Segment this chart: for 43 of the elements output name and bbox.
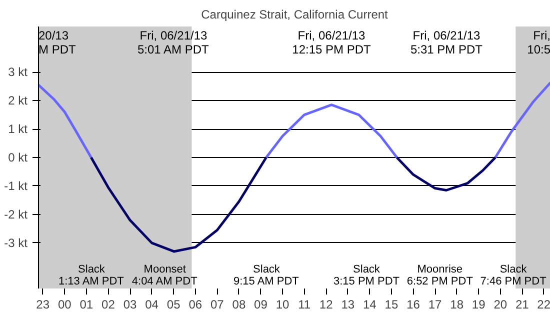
x-tick-label: 16 xyxy=(406,298,420,312)
x-tick-label: 02 xyxy=(102,298,116,312)
x-tick-label: 09 xyxy=(254,298,268,312)
annotation: Moonrise 6:52 PM PDT xyxy=(406,264,474,288)
x-tick-label: 06 xyxy=(188,298,202,312)
y-tick-label: 1 kt xyxy=(8,122,28,136)
y-tick-label: 0 kt xyxy=(8,150,28,164)
x-tick-label: 08 xyxy=(232,298,246,312)
annotation: Moonset 4:04 AM PDT xyxy=(132,264,198,288)
annotation: Slack 1:13 AM PDT xyxy=(58,264,124,288)
annotation: Fri, 06/21/13 5:31 PM PDT xyxy=(410,28,484,56)
x-tick-label: 00 xyxy=(58,298,72,312)
y-tick-label: -1 kt xyxy=(4,178,28,193)
annotation: Fri, 10:5 xyxy=(527,28,550,56)
x-tick-label: 01 xyxy=(80,298,94,312)
x-tick-label: 19 xyxy=(472,298,486,312)
x-tick-label: 14 xyxy=(362,298,377,312)
x-tick-label: 05 xyxy=(166,298,181,312)
x-tick-label: 13 xyxy=(341,298,355,312)
y-tick-label: -3 kt xyxy=(4,236,28,250)
x-tick-label: 03 xyxy=(123,298,138,312)
annotation: Slack 3:15 PM PDT xyxy=(333,264,400,288)
x-tick-label: 18 xyxy=(450,298,464,312)
x-tick-label: 17 xyxy=(428,298,442,312)
x-tick-label: 20 xyxy=(494,298,508,312)
annotation: 20/13 M PDT xyxy=(38,28,76,56)
x-tick-label: 12 xyxy=(319,298,334,312)
annotation: Fri, 06/21/13 5:01 AM PDT xyxy=(137,28,210,56)
x-tick-label: 23 xyxy=(36,298,50,312)
annotation: Slack 9:15 AM PDT xyxy=(233,264,300,288)
x-tick-label: 22 xyxy=(537,298,550,312)
y-tick-label: 3 kt xyxy=(8,65,28,80)
x-tick-label: 07 xyxy=(210,298,224,312)
x-tick-label: 21 xyxy=(516,298,530,312)
x-tick-label: 04 xyxy=(145,298,159,312)
y-tick-label: 2 kt xyxy=(8,94,28,108)
chart-title: Carquinez Strait, California Current xyxy=(201,8,389,22)
annotation: Slack 7:46 PM PDT xyxy=(480,264,547,288)
y-tick-label: -2 kt xyxy=(4,207,28,222)
annotation: Fri, 06/21/13 12:15 PM PDT xyxy=(292,28,372,56)
x-tick-label: 11 xyxy=(298,298,311,312)
x-tick-label: 15 xyxy=(384,298,398,312)
x-tick-label: 10 xyxy=(276,298,290,312)
